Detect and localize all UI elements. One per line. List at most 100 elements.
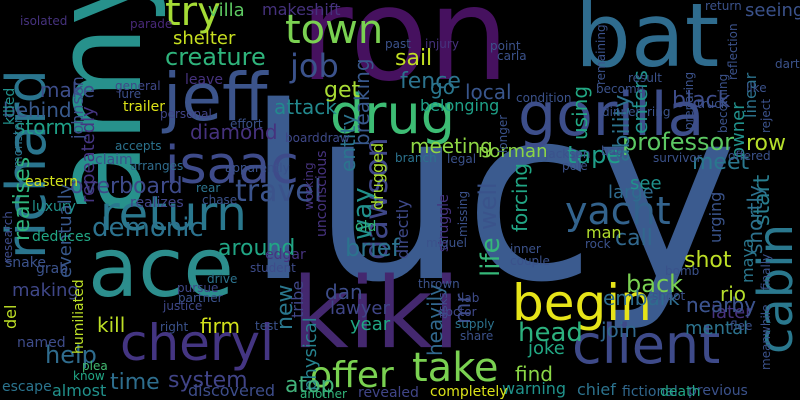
word-humiliated: humiliated [71, 279, 87, 354]
word-villa: villa [208, 0, 245, 21]
word-pursue: pursue [177, 281, 219, 295]
word-another: another [300, 387, 347, 400]
word-jeff: jeff [163, 59, 268, 136]
word-draw: draw [320, 131, 350, 145]
word-eastern: eastern [25, 174, 78, 190]
word-brief: brief [345, 234, 400, 262]
word-overboard: overboard [70, 174, 183, 199]
word-drive: drive [207, 272, 238, 286]
word-time: time [110, 370, 160, 395]
word-black: black [672, 88, 731, 113]
word-ace: ace [88, 221, 234, 316]
word-snake: snake [5, 255, 46, 271]
word-life: life [476, 237, 506, 278]
word-general: general [115, 79, 161, 93]
word-apparently: apparently [225, 161, 290, 175]
word-become: become [596, 82, 645, 96]
word-nearby: nearby [686, 293, 756, 317]
word-drugged: drugged [368, 143, 387, 211]
word-makeshift: makeshift [262, 0, 341, 19]
word-call: call [615, 226, 653, 251]
word-cheryl: cheryl [120, 314, 274, 372]
word-kill: kill [97, 313, 126, 337]
word-bat: bat [575, 0, 720, 87]
word-remaining: remaining [594, 24, 608, 85]
word-point: point [490, 39, 521, 53]
word-around: around [218, 236, 296, 261]
word-preparing: preparing [682, 71, 696, 130]
word-survivor: survivor [653, 151, 702, 165]
word-sail: sail [395, 46, 433, 71]
word-past: past [385, 37, 411, 51]
word-help: help [45, 341, 97, 369]
word-meeting: meeting [410, 134, 493, 158]
word-chase: chase [202, 193, 238, 207]
word-kiki: kiki [292, 257, 460, 371]
word-almost: almost [52, 381, 107, 400]
word-realises: realises [10, 156, 35, 241]
word-becoming: becoming [716, 73, 730, 133]
word-flee: flee [730, 319, 753, 333]
word-supply: supply [455, 317, 495, 331]
word-find: find [515, 362, 553, 386]
word-luxury: luxury [32, 199, 76, 215]
word-deduces: deduces [32, 229, 91, 245]
word-mental: mental [685, 318, 749, 339]
word-carla: carla [497, 49, 527, 63]
word-monster: monster [11, 118, 25, 169]
word-warning: warning [502, 379, 567, 398]
word-arranges: arranges [130, 159, 184, 173]
word-row: row [746, 131, 787, 156]
word-couple: couple [510, 254, 550, 268]
word-student: student [250, 261, 296, 275]
word-partner: partner [178, 291, 223, 305]
word-diamond: diamond [190, 120, 278, 144]
word-atop: atop [285, 373, 335, 398]
word-isolated: isolated [20, 14, 68, 28]
word-back: back [626, 270, 684, 298]
word-ron: ron [300, 0, 510, 110]
word-seeing: seeing [745, 0, 800, 21]
word-truck: truck [697, 97, 728, 111]
word-isaac: isaac [165, 136, 299, 196]
word-miguel: miguel [426, 236, 467, 250]
word-legal: legal [447, 152, 477, 166]
word-parade: parade [130, 17, 173, 31]
word-belonging: belonging [420, 96, 500, 115]
word-see: see [630, 173, 662, 194]
word-board: board [285, 131, 320, 145]
word-professor: professor [622, 128, 735, 156]
word-like: like [746, 81, 767, 95]
word-town: town [285, 7, 384, 53]
word-bag: bag [601, 144, 624, 158]
word-using: using [568, 85, 592, 140]
word-later: later [711, 302, 753, 323]
word-head: head [518, 318, 583, 348]
word-completely: completely [430, 384, 508, 400]
word-edgar: edgar [265, 247, 306, 263]
word-thrown: thrown [418, 277, 460, 291]
word-nearby: nearby [686, 293, 756, 317]
word-well: well [474, 181, 502, 230]
word-take: take [412, 345, 499, 391]
word-missing: missing [456, 191, 470, 238]
word-ring: ring [647, 105, 671, 119]
word-make: make [40, 78, 95, 102]
word-try: try [165, 0, 221, 35]
word-trailer: trailer [123, 99, 165, 115]
word-join: join [601, 318, 638, 342]
word-rear: rear [196, 181, 221, 195]
word-begin: begin [512, 274, 652, 332]
word-dart: dart [775, 57, 800, 71]
word-attack: attack [274, 95, 337, 119]
word-go: go [430, 75, 455, 99]
word-rock: rock [585, 237, 611, 251]
word-personal: personal [160, 107, 212, 121]
word-storm: storm [15, 115, 73, 139]
word-chief: chief [577, 380, 616, 399]
word-offered: offered [728, 149, 771, 163]
word-lab: lab [461, 291, 480, 305]
word-urging: urging [706, 191, 725, 243]
word-meet: meet [692, 150, 750, 175]
word-year: year [350, 314, 391, 335]
